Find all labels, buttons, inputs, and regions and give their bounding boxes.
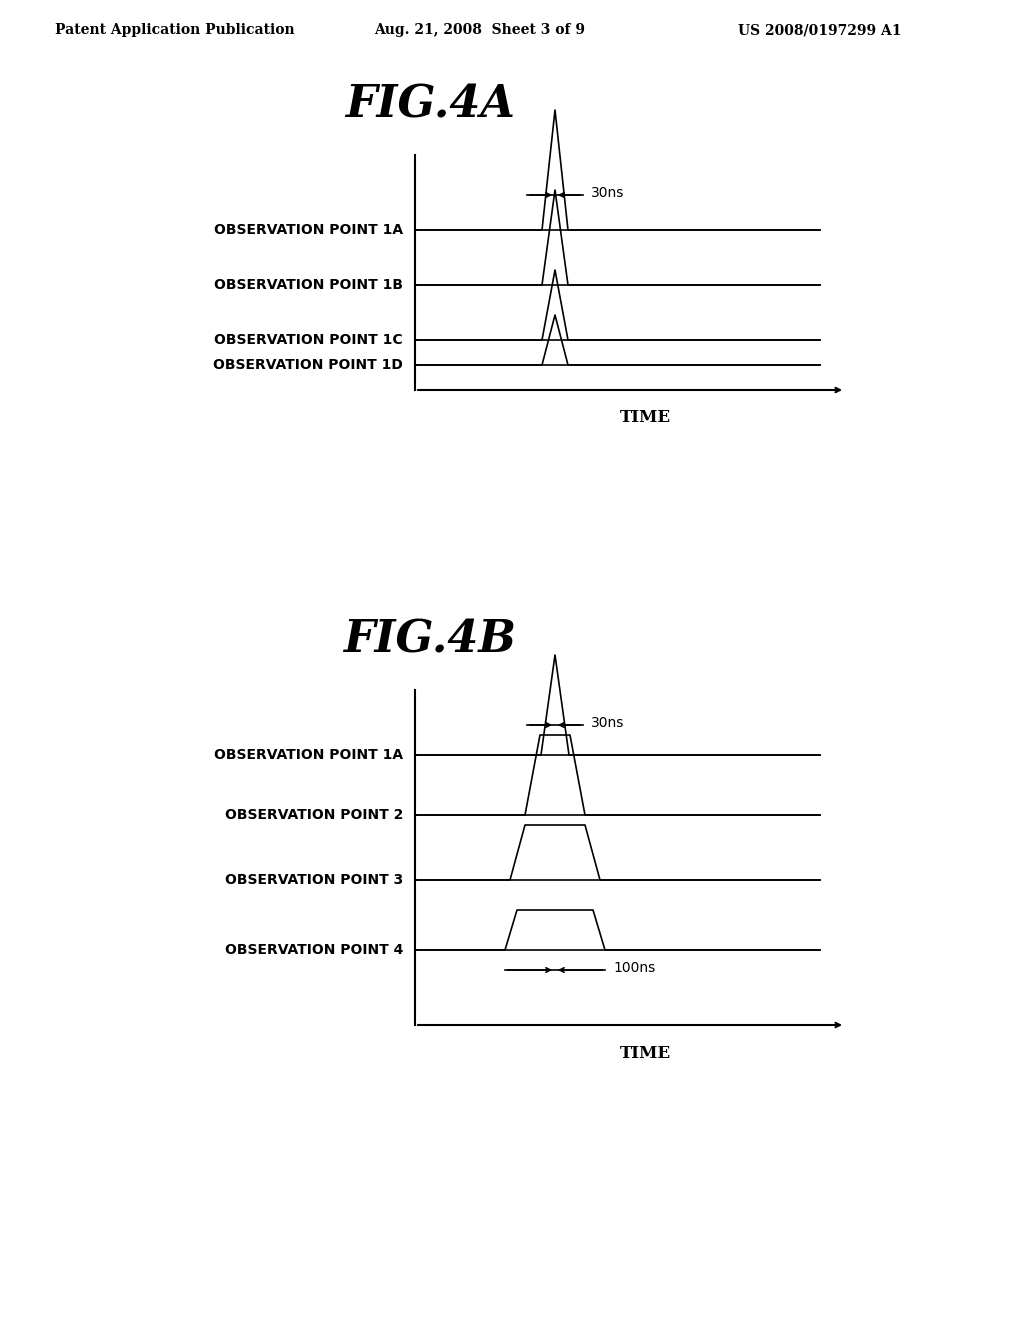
Text: OBSERVATION POINT 1C: OBSERVATION POINT 1C <box>214 333 403 347</box>
Text: OBSERVATION POINT 1D: OBSERVATION POINT 1D <box>213 358 403 372</box>
Text: Aug. 21, 2008  Sheet 3 of 9: Aug. 21, 2008 Sheet 3 of 9 <box>375 22 586 37</box>
Text: Patent Application Publication: Patent Application Publication <box>55 22 295 37</box>
Text: FIG.4B: FIG.4B <box>343 619 516 661</box>
Text: OBSERVATION POINT 1A: OBSERVATION POINT 1A <box>214 223 403 238</box>
Text: US 2008/0197299 A1: US 2008/0197299 A1 <box>738 22 902 37</box>
Text: 100ns: 100ns <box>613 961 655 975</box>
Text: TIME: TIME <box>620 1044 671 1061</box>
Text: OBSERVATION POINT 2: OBSERVATION POINT 2 <box>224 808 403 822</box>
Text: 30ns: 30ns <box>591 186 625 201</box>
Text: OBSERVATION POINT 1A: OBSERVATION POINT 1A <box>214 748 403 762</box>
Text: FIG.4A: FIG.4A <box>345 83 515 127</box>
Text: OBSERVATION POINT 4: OBSERVATION POINT 4 <box>224 942 403 957</box>
Text: OBSERVATION POINT 1B: OBSERVATION POINT 1B <box>214 279 403 292</box>
Text: 30ns: 30ns <box>591 715 625 730</box>
Text: TIME: TIME <box>620 409 671 426</box>
Text: OBSERVATION POINT 3: OBSERVATION POINT 3 <box>224 873 403 887</box>
